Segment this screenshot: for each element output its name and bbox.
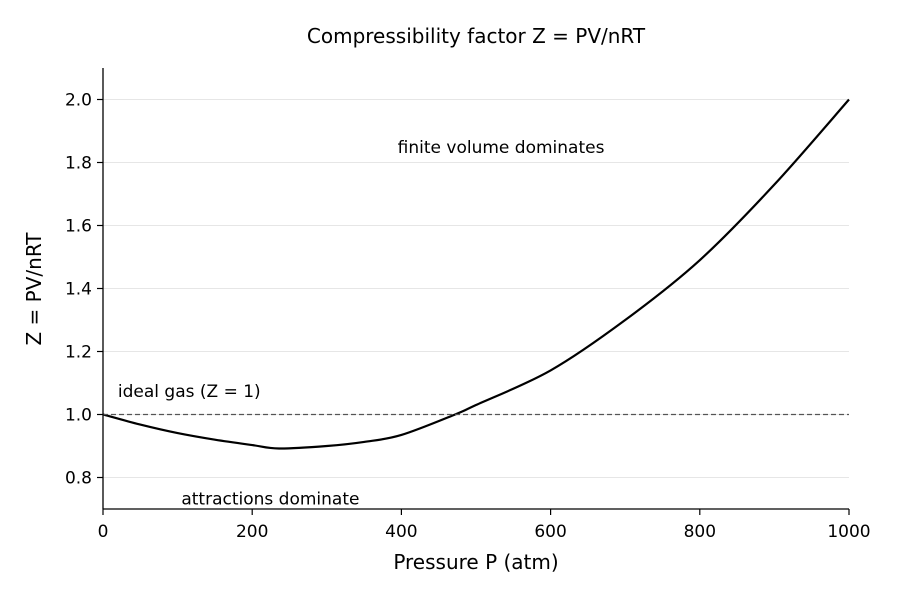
y-tick-label: 1.0 — [65, 406, 92, 426]
axes: 0 200 400 600 800 1000 0.8 1.0 1.2 1.4 1.6 1.8 2.0 — [65, 68, 871, 542]
annotation-label: finite volume dominates — [398, 138, 605, 158]
annotations: ideal gas (Z = 1) finite volume dominates… — [118, 138, 605, 509]
plot-area — [102, 98, 850, 450]
x-axis-label: Pressure P (atm) — [393, 550, 558, 574]
y-tick-label: 1.2 — [65, 343, 92, 363]
x-tick-label: 600 — [534, 522, 566, 542]
annotation-label: attractions dominate — [181, 489, 359, 509]
annotation-label: ideal gas (Z = 1) — [118, 382, 261, 402]
y-tick-label: 1.4 — [65, 280, 92, 300]
x-tick-label: 0 — [98, 522, 109, 542]
x-tick-label: 1000 — [827, 522, 870, 542]
y-tick-label: 1.6 — [65, 217, 92, 237]
y-axis-label: Z = PV/nRT — [22, 232, 46, 346]
x-tick-label: 200 — [236, 522, 268, 542]
y-tick-label: 1.8 — [65, 154, 92, 174]
x-tick-label: 800 — [684, 522, 716, 542]
z-curve-line — [102, 98, 850, 450]
y-tick-label: 2.0 — [65, 91, 92, 111]
y-tick-label: 0.8 — [65, 469, 92, 489]
x-tick-label: 400 — [385, 522, 417, 542]
chart-title: Compressibility factor Z = PV/nRT — [307, 24, 646, 48]
